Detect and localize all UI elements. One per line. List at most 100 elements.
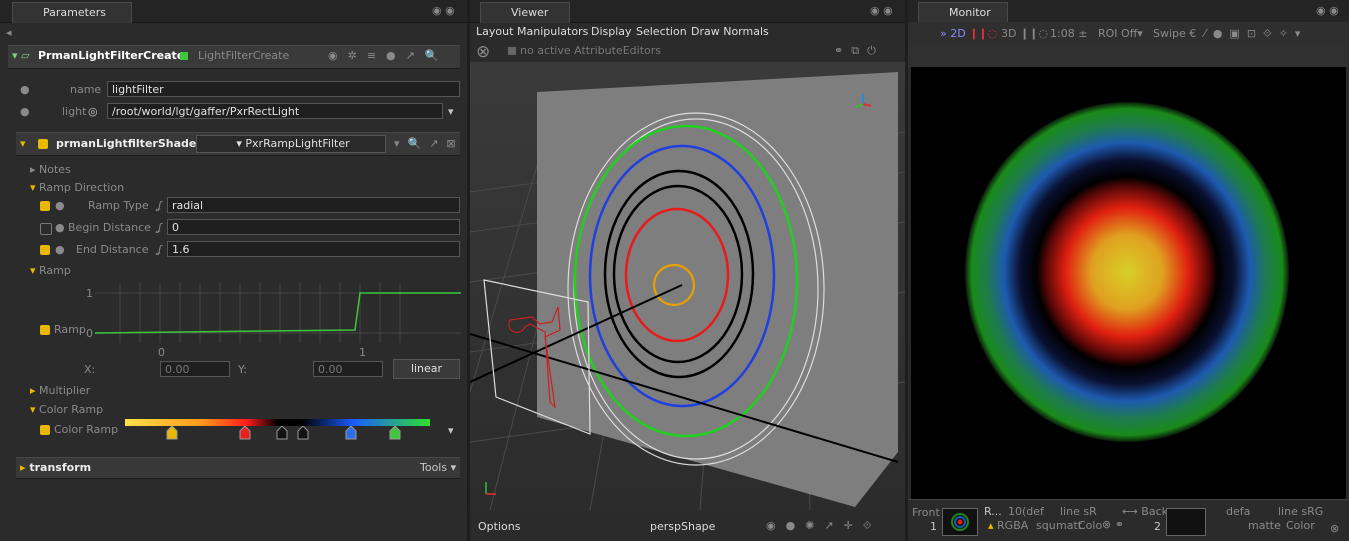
front-squ[interactable]: squ xyxy=(1036,519,1056,532)
viewer-footer-tools[interactable]: ◉●✺↗✛⟐ xyxy=(766,519,882,532)
group-multiplier[interactable]: ▸ Multiplier xyxy=(30,384,91,397)
parameters-panel: Parameters ◉ ◉ ◂ ▾ ▱ PrmanLightFilterCre… xyxy=(0,0,467,541)
number-field[interactable]: 0 xyxy=(167,219,460,235)
param-label: name xyxy=(70,83,102,96)
axis-line xyxy=(470,284,683,383)
param-dot: ● xyxy=(20,83,30,96)
dropdown-arrow[interactable]: ▾ xyxy=(448,424,454,437)
front-channels[interactable]: ▴ RGBA xyxy=(988,519,1029,532)
expr-icon[interactable]: ʆ xyxy=(158,243,162,256)
back-lut[interactable]: line sRG xyxy=(1278,505,1324,518)
front-index: 1 xyxy=(930,520,937,533)
param-dot: ● xyxy=(55,243,65,256)
swap-icon[interactable]: ⟷ Back xyxy=(1122,505,1168,518)
group-ramp[interactable]: ▾ Ramp xyxy=(30,264,71,277)
lock-icon xyxy=(38,139,48,149)
panel-controls[interactable]: ◉ ◉ xyxy=(432,4,455,17)
shader-dropdown[interactable]: ▾ PxrRampLightFilter xyxy=(196,135,386,153)
param-dot: ● xyxy=(55,221,65,234)
color-ramp-bar[interactable] xyxy=(125,419,430,426)
default-icon xyxy=(40,223,52,235)
front-thumb[interactable] xyxy=(942,508,978,536)
toolbar-item[interactable]: Swipe € xyxy=(1153,27,1197,40)
group-notes[interactable]: ▸ Notes xyxy=(30,163,71,176)
menu-item[interactable]: Selection xyxy=(636,25,687,38)
dropdown-field[interactable]: radial xyxy=(167,197,460,213)
back-matte[interactable]: matte xyxy=(1248,519,1281,532)
camera-menu[interactable]: perspShape xyxy=(650,520,716,533)
axis-line xyxy=(470,333,899,463)
scenegraph-icon: ◎ xyxy=(88,105,98,118)
toolbar-item[interactable]: 1:08 ± xyxy=(1050,27,1088,40)
toolbar-label: 3D xyxy=(1001,27,1017,40)
param-label: Ramp xyxy=(54,323,86,336)
clear-icon[interactable]: ⊗ xyxy=(1330,522,1340,535)
param-dot: ● xyxy=(20,105,30,118)
panel-controls[interactable]: ◉ ◉ xyxy=(870,4,893,17)
ring xyxy=(612,184,744,364)
dropdown-arrow[interactable]: ▾ xyxy=(448,105,454,118)
toolbar-tools[interactable]: ⁄●▣⊡⟐✧▾ xyxy=(1204,27,1308,40)
viewport-3d[interactable] xyxy=(470,62,905,510)
tools-menu[interactable]: Tools ▾ xyxy=(420,461,457,474)
menu-item[interactable]: Draw Normals xyxy=(691,25,769,38)
shader-tools[interactable]: ▾🔍↗⊠ xyxy=(394,137,464,150)
options-menu[interactable]: Options xyxy=(478,520,521,533)
checkbox[interactable] xyxy=(508,47,516,55)
path-field[interactable]: /root/world/lgt/gaffer/PxrRectLight xyxy=(107,103,443,119)
clear-icon[interactable]: ⊗ ⚭ xyxy=(1102,518,1124,531)
expr-icon[interactable]: ʆ xyxy=(158,221,162,234)
group-ramp-direction[interactable]: ▾ Ramp Direction xyxy=(30,181,125,194)
menu-item[interactable]: Manipulators xyxy=(517,25,589,38)
group-label: Notes xyxy=(39,163,71,176)
toolbar-label: 2D xyxy=(950,27,966,40)
monitor-toolbar: » 2D ❙❙◌ 3D ❙❙◌ 1:08 ± ROI Off▾ Swipe € … xyxy=(908,22,1349,44)
close-icon[interactable]: ⊗ xyxy=(476,42,491,62)
lock-icon xyxy=(40,245,50,255)
back-res[interactable]: defa xyxy=(1226,505,1251,518)
text-field[interactable]: lightFilter xyxy=(107,81,460,97)
light-icon xyxy=(508,306,561,409)
monitor-image[interactable] xyxy=(911,67,1346,499)
ramp-tick-label: 1 xyxy=(359,346,366,359)
front-res[interactable]: 10(def xyxy=(1008,505,1044,518)
back-index: 2 xyxy=(1154,520,1161,533)
group-color-ramp[interactable]: ▾ Color Ramp xyxy=(30,403,104,416)
front-lut[interactable]: line sR xyxy=(1060,505,1097,518)
menu-item[interactable]: Display xyxy=(591,25,632,38)
tab[interactable]: Viewer xyxy=(480,2,570,23)
transform-header: ▸ transform Tools ▾ xyxy=(16,457,460,479)
number-field[interactable]: 1.6 xyxy=(167,241,460,257)
group-label: Ramp Direction xyxy=(39,181,125,194)
ring xyxy=(652,263,696,307)
ramp-curve xyxy=(95,292,461,334)
expr-icon[interactable]: ʆ xyxy=(158,199,162,212)
back-color[interactable]: Color xyxy=(1286,519,1315,532)
interp-button[interactable]: linear xyxy=(393,359,460,379)
front-color[interactable]: Colo xyxy=(1078,519,1103,532)
number-field[interactable]: 0.00 xyxy=(313,361,383,377)
tab-bar: Viewer ◉ ◉ xyxy=(470,0,905,23)
node-name[interactable]: PrmanLightFilterCreate xyxy=(38,49,185,62)
tab[interactable]: Parameters xyxy=(12,2,132,23)
menu-item[interactable]: Layout xyxy=(476,25,514,38)
tab-bar: Monitor ◉ ◉ xyxy=(908,0,1349,23)
toolbar-item[interactable]: ROI Off▾ xyxy=(1098,27,1143,40)
panel-controls[interactable]: ◉ ◉ xyxy=(1316,4,1339,17)
toolbar-item[interactable]: » 2D ❙❙◌ xyxy=(940,27,998,40)
toolbar-item[interactable]: 3D ❙❙◌ xyxy=(1001,27,1048,40)
front-matte[interactable]: matt xyxy=(1056,519,1083,532)
node-tools[interactable]: ◉✲≡●↗🔍 xyxy=(328,49,449,62)
number-field[interactable]: 0.00 xyxy=(160,361,230,377)
viewer-tools[interactable]: ⚭⧉⏻ xyxy=(834,44,884,57)
param-dot: ● xyxy=(55,199,65,212)
shader-header: ▾ prmanLightfilterShader ▾ PxrRampLightF… xyxy=(16,132,460,156)
back-thumb[interactable] xyxy=(1166,508,1206,536)
expand-arrow[interactable]: ▾ xyxy=(20,137,26,150)
color-ramp-markers[interactable] xyxy=(125,426,430,440)
ramp-graph[interactable] xyxy=(95,278,461,344)
tab[interactable]: Monitor xyxy=(918,2,1008,23)
back-arrow[interactable]: ◂ xyxy=(6,26,12,39)
ramp-tick-label: 0 xyxy=(158,346,165,359)
